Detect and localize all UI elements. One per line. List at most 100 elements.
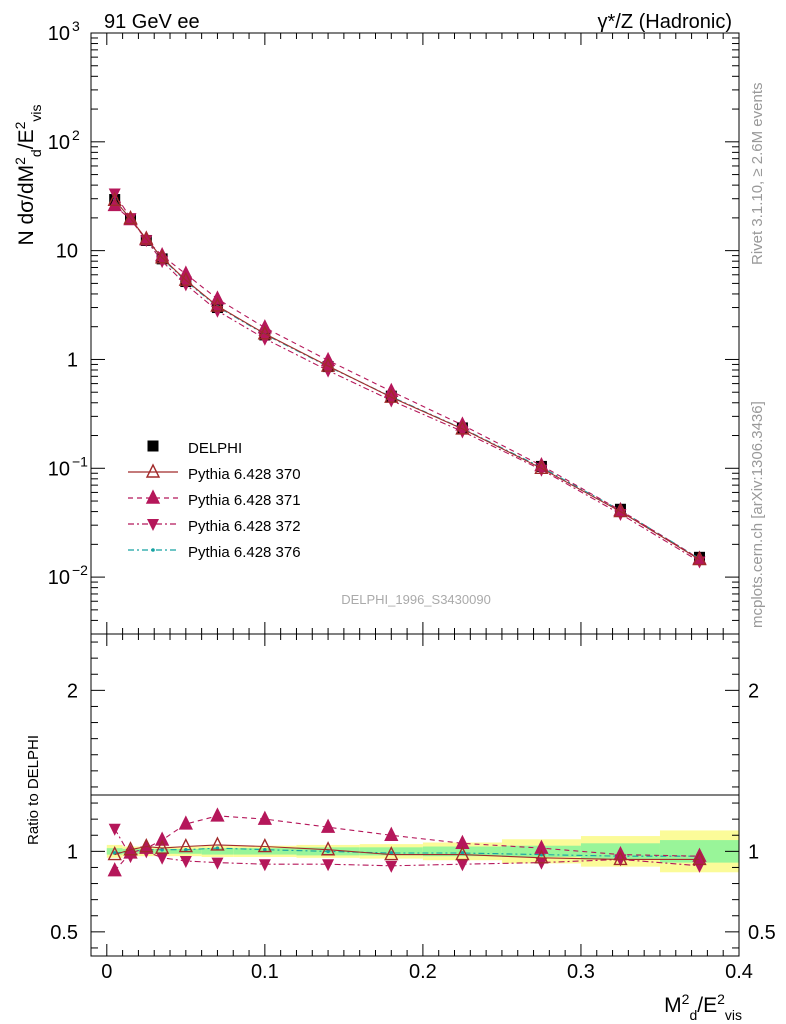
main-series-layer xyxy=(107,188,707,569)
legend-marker-data xyxy=(147,440,159,452)
ratio-point-s372-8 xyxy=(385,860,398,873)
y-axis-title-main-text: N dσ/dM2d/E2vis xyxy=(12,104,44,245)
main-point-s370-4 xyxy=(178,271,193,286)
ratio-point-s372-9 xyxy=(456,859,469,872)
y-tick-exponent: 3 xyxy=(72,18,80,34)
main-point-s370-8 xyxy=(384,388,399,403)
y-tick-exponent: 2 xyxy=(72,127,80,143)
mcplots-label: mcplots.cern.ch [arXiv:1306.3436] xyxy=(749,401,766,628)
ratio-y-tick-label: 2 xyxy=(67,680,78,702)
ratio-point-s370-12 xyxy=(692,850,707,866)
legend-entry-s370: Pythia 6.428 370 xyxy=(128,463,301,483)
ratio-line-s370 xyxy=(114,844,700,860)
ratio-point-s372-5 xyxy=(211,857,224,870)
legend-label-s372: Pythia 6.428 372 xyxy=(188,518,301,535)
ratio-point-s376-7 xyxy=(326,849,330,854)
legend-label-s371: Pythia 6.428 371 xyxy=(188,492,301,509)
ratio-point-s370-5 xyxy=(210,836,225,851)
main-point-s370-2 xyxy=(139,230,154,245)
ratio-point-s376-6 xyxy=(263,847,267,852)
header-left: 91 GeV ee xyxy=(104,11,200,33)
main-point-s370-7 xyxy=(320,357,336,372)
y-axis-title-main: N dσ/dM2d/E2vis xyxy=(12,104,44,245)
legend-entry-s371: Pythia 6.428 371 xyxy=(128,489,301,509)
ratio-panel: 0 0.1 0.2 0.3 0.4 0.5 0.5 1 1 2 2 xyxy=(50,633,776,983)
ratio-point-s372-3 xyxy=(156,852,169,865)
legend: DELPHI Pythia 6.428 370 Pythia 6.428 371… xyxy=(128,440,301,561)
main-point-s370-12 xyxy=(692,550,707,566)
y-tick-exponent: −2 xyxy=(72,562,88,578)
main-point-s370-1 xyxy=(123,210,138,225)
y-tick-label: 10 xyxy=(48,23,70,45)
ratio-y-tick-label-right: 2 xyxy=(748,680,759,702)
ratio-point-s372-10 xyxy=(535,857,548,870)
rivet-label: Rivet 3.1.10, ≥ 2.6M events xyxy=(749,83,766,266)
ratio-point-s376-8 xyxy=(389,851,394,855)
legend-label-s376: Pythia 6.428 376 xyxy=(188,544,301,561)
legend-marker-s372 xyxy=(147,519,159,531)
main-point-s370-6 xyxy=(257,325,272,340)
legend-label-data: DELPHI xyxy=(188,440,242,457)
x-tick-label: 0.1 xyxy=(251,961,279,983)
main-point-s370-3 xyxy=(154,249,170,264)
header-right: γ*/Z (Hadronic) xyxy=(598,11,732,33)
y-tick-label: 1 xyxy=(67,349,78,371)
y-tick-label: 10 xyxy=(48,458,70,480)
main-point-s372-6 xyxy=(258,333,271,346)
analysis-watermark: DELPHI_1996_S3430090 xyxy=(341,592,491,607)
y-tick-label: 10 xyxy=(56,241,78,263)
ratio-point-s370-4 xyxy=(178,837,193,853)
legend-label-s370: Pythia 6.428 370 xyxy=(188,466,301,483)
ratio-point-s370-2 xyxy=(139,837,154,853)
ratio-point-s376-5 xyxy=(215,846,220,850)
ratio-point-s370-11 xyxy=(613,850,628,866)
legend-marker-s370 xyxy=(145,463,161,478)
main-point-s370-11 xyxy=(613,503,628,518)
x-tick-label: 0.2 xyxy=(409,961,437,983)
x-tick-label: 0 xyxy=(101,961,112,983)
ratio-y-tick-label: 0.5 xyxy=(50,922,78,944)
ratio-point-s376-3 xyxy=(160,847,164,852)
ratio-point-s371-8 xyxy=(384,826,399,841)
y-tick-exponent: −1 xyxy=(72,453,88,469)
ratio-point-s372-0 xyxy=(108,823,121,836)
main-series-s370 xyxy=(107,191,707,566)
ratio-point-s371-0 xyxy=(107,862,122,877)
ratio-point-s371-6 xyxy=(257,810,272,825)
ratio-point-s371-3 xyxy=(154,831,170,846)
ratio-point-s372-6 xyxy=(258,859,271,872)
legend-entry-s372: Pythia 6.428 372 xyxy=(128,518,301,535)
ratio-frame xyxy=(90,633,740,957)
ratio-point-s370-9 xyxy=(455,846,470,861)
ratio-point-s370-6 xyxy=(257,837,272,853)
y-tick-label: 10 xyxy=(48,567,70,589)
legend-entry-s376: Pythia 6.428 376 xyxy=(128,544,301,561)
ratio-point-s370-8 xyxy=(384,846,399,861)
ratio-point-s370-1 xyxy=(123,841,138,856)
ratio-point-s376-4 xyxy=(184,847,188,852)
main-point-s372-5 xyxy=(211,305,224,318)
ratio-point-s372-7 xyxy=(322,859,335,872)
ratio-series-s370 xyxy=(107,836,707,866)
main-point-s370-5 xyxy=(210,297,225,312)
ratio-point-s371-7 xyxy=(320,818,336,833)
ratio-y-tick-label: 1 xyxy=(67,841,78,863)
legend-marker-s371 xyxy=(145,489,161,504)
ratio-point-s371-10 xyxy=(534,839,549,854)
y-tick-label: 10 xyxy=(48,132,70,154)
main-point-s370-9 xyxy=(455,420,470,435)
ratio-y-tick-label-right: 1 xyxy=(748,841,759,863)
legend-marker-s376 xyxy=(151,548,155,552)
ratio-point-s376-9 xyxy=(460,851,465,855)
ratio-point-s370-3 xyxy=(154,839,170,854)
ratio-point-s370-0 xyxy=(107,846,122,861)
ratio-point-s371-5 xyxy=(210,807,225,822)
main-line-s370 xyxy=(114,199,700,560)
legend-entry-data: DELPHI xyxy=(147,440,242,457)
ratio-axis-ticks: 0 0.1 0.2 0.3 0.4 0.5 0.5 1 1 2 2 xyxy=(50,634,776,983)
ratio-point-s370-10 xyxy=(534,849,549,864)
ratio-uncertainty-bands xyxy=(106,830,739,873)
